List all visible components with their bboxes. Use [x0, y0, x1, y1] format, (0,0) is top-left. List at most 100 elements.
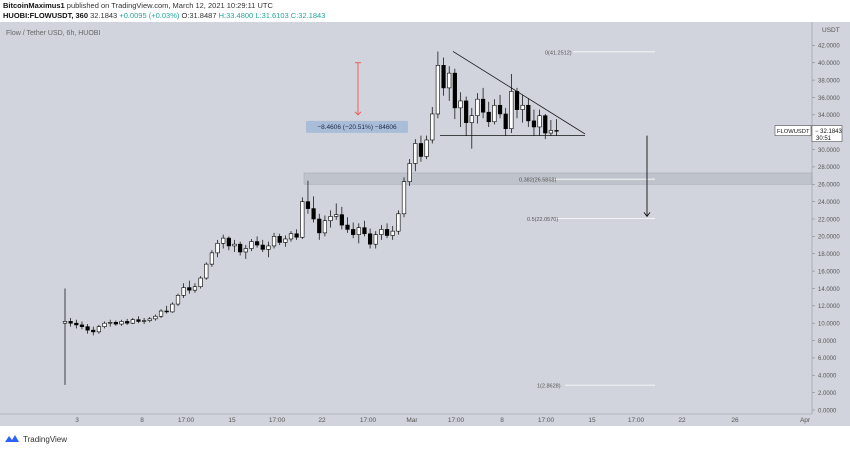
candle[interactable]	[62, 288, 68, 385]
fib-level-label: 1(2.8628)	[537, 384, 561, 390]
candle[interactable]	[497, 94, 503, 119]
candle[interactable]	[413, 139, 418, 172]
y-axis-label: 36.0000	[818, 96, 840, 102]
candle[interactable]	[192, 283, 198, 293]
candle[interactable]	[271, 232, 277, 249]
candle[interactable]	[158, 309, 164, 318]
candle[interactable]	[215, 239, 220, 258]
candle[interactable]	[475, 93, 480, 124]
candle[interactable]	[351, 222, 356, 239]
candle[interactable]	[294, 229, 299, 240]
x-axis-label: 3	[75, 417, 79, 424]
candle[interactable]	[221, 234, 226, 249]
candle[interactable]	[486, 101, 491, 127]
candle[interactable]	[554, 119, 559, 136]
candle[interactable]	[91, 326, 96, 336]
candle[interactable]	[85, 324, 90, 334]
candle[interactable]	[526, 98, 531, 127]
candle[interactable]	[108, 319, 113, 327]
candle[interactable]	[181, 283, 186, 299]
price-tag-box[interactable]	[811, 125, 843, 142]
tradingview-logo[interactable]: TradingView	[4, 434, 67, 444]
candle[interactable]	[311, 196, 316, 223]
candle[interactable]	[288, 231, 294, 242]
candle[interactable]	[277, 233, 282, 246]
candle[interactable]	[130, 317, 135, 325]
candle[interactable]	[175, 293, 181, 306]
author-name[interactable]: BitcoinMaximus1	[3, 1, 65, 10]
candle[interactable]	[164, 305, 169, 314]
candle-body	[537, 115, 542, 128]
candle[interactable]	[113, 320, 118, 326]
candle[interactable]	[384, 223, 390, 239]
candle[interactable]	[328, 210, 333, 228]
candle[interactable]	[396, 210, 401, 235]
candle[interactable]	[96, 324, 101, 334]
candle[interactable]	[367, 228, 373, 249]
candle[interactable]	[249, 238, 254, 252]
candle[interactable]	[232, 239, 237, 252]
candle[interactable]	[373, 231, 378, 249]
candle[interactable]	[266, 241, 271, 258]
candle[interactable]	[379, 225, 384, 240]
price-chart[interactable]: Flow / Tether USD, 6h, HUOBI USDT 0(41.2…	[0, 22, 850, 426]
candle[interactable]	[537, 109, 542, 136]
candle[interactable]	[243, 245, 248, 259]
candle[interactable]	[543, 113, 548, 140]
candle[interactable]	[68, 317, 73, 327]
candle[interactable]	[435, 51, 441, 119]
candle[interactable]	[102, 321, 107, 329]
candle[interactable]	[430, 107, 435, 144]
candle[interactable]	[187, 280, 192, 294]
candle[interactable]	[260, 239, 265, 252]
candle[interactable]	[119, 319, 124, 326]
candle[interactable]	[452, 68, 457, 120]
candle[interactable]	[441, 57, 446, 96]
candle[interactable]	[79, 321, 85, 330]
candle[interactable]	[531, 109, 537, 136]
support-zone[interactable]	[303, 172, 813, 185]
candle[interactable]	[345, 217, 350, 233]
candle[interactable]	[74, 319, 79, 329]
candle[interactable]	[204, 262, 209, 280]
candle[interactable]	[255, 236, 260, 248]
candle[interactable]	[503, 107, 508, 136]
chart-area[interactable]: Flow / Tether USD, 6h, HUOBI USDT 0(41.2…	[0, 22, 850, 426]
candle[interactable]	[464, 96, 469, 136]
candle[interactable]	[283, 235, 288, 247]
candle[interactable]	[153, 314, 158, 321]
candle-body	[283, 238, 288, 243]
candle[interactable]	[125, 318, 130, 325]
candle[interactable]	[362, 220, 367, 237]
candle[interactable]	[407, 159, 412, 187]
candle[interactable]	[317, 213, 322, 240]
candle[interactable]	[447, 66, 452, 101]
candle[interactable]	[424, 135, 429, 160]
candle[interactable]	[401, 177, 407, 218]
candle[interactable]	[136, 316, 141, 324]
measure-label-box[interactable]	[306, 120, 408, 133]
candle[interactable]	[458, 92, 463, 127]
candle[interactable]	[300, 197, 305, 239]
candle[interactable]	[209, 250, 215, 267]
candle[interactable]	[339, 206, 344, 230]
candle[interactable]	[520, 94, 525, 123]
candle[interactable]	[147, 317, 152, 323]
candle[interactable]	[469, 107, 474, 149]
candle[interactable]	[390, 225, 395, 240]
candle[interactable]	[142, 317, 147, 325]
candle[interactable]	[170, 302, 175, 313]
candle[interactable]	[480, 87, 486, 119]
candle[interactable]	[418, 135, 424, 162]
candle[interactable]	[322, 215, 328, 237]
triangle-upper-line[interactable]	[452, 51, 586, 135]
candle[interactable]	[198, 276, 203, 289]
candle[interactable]	[226, 236, 231, 251]
candle[interactable]	[492, 99, 497, 125]
candle[interactable]	[548, 120, 553, 136]
candle[interactable]	[509, 74, 514, 134]
candle[interactable]	[238, 241, 243, 256]
candle[interactable]	[356, 223, 361, 244]
candle[interactable]	[305, 180, 311, 214]
candle[interactable]	[334, 203, 339, 220]
